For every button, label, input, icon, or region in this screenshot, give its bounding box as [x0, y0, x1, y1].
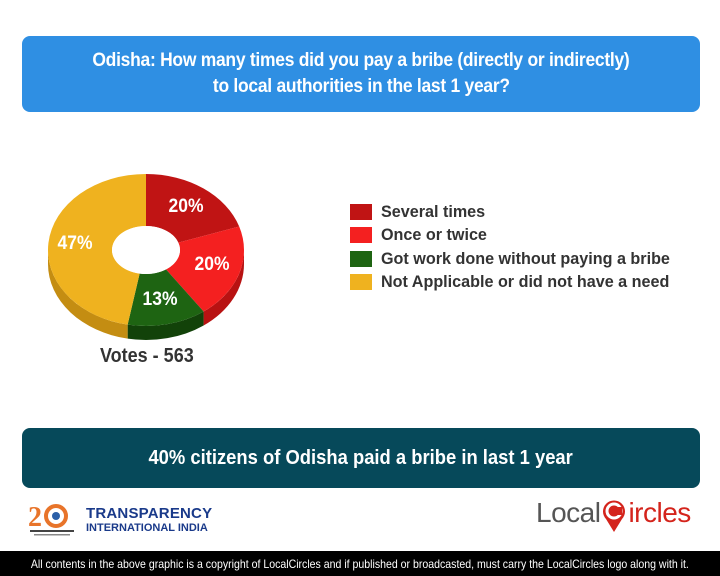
- donut-percent-label: 20%: [168, 195, 204, 217]
- question-title-banner: Odisha: How many times did you pay a bri…: [22, 36, 700, 112]
- summary-banner: 40% citizens of Odisha paid a bribe in l…: [22, 428, 700, 488]
- legend-label: Several times: [381, 201, 486, 221]
- copyright-footer: All contents in the above graphic is a c…: [0, 551, 720, 576]
- donut-chart: 20% 20% 13% 47%: [30, 168, 260, 348]
- chart-legend: Several times Once or twice Got work don…: [350, 200, 685, 294]
- legend-item-once-or-twice: Once or twice: [350, 224, 685, 248]
- ti-20-years-emblem-icon: 2: [26, 500, 78, 540]
- donut-percent-label: 47%: [57, 233, 93, 255]
- legend-label: Got work done without paying a bribe: [381, 248, 670, 268]
- legend-label: Not Applicable or did not have a need: [381, 272, 670, 292]
- legend-item-not-applicable: Not Applicable or did not have a need: [350, 271, 685, 295]
- copyright-text: All contents in the above graphic is a c…: [31, 556, 690, 571]
- legend-swatch-icon: [350, 274, 372, 291]
- legend-swatch-icon: [350, 227, 372, 244]
- legend-swatch-icon: [350, 203, 372, 220]
- donut-chart-graphic: [48, 174, 244, 340]
- ti-name-line2: INTERNATIONAL INDIA: [86, 521, 208, 534]
- ti-name-line1: TRANSPARENCY: [86, 504, 213, 522]
- transparency-international-logo: 2 TRANSPARENCY INTERNATIONAL INDIA: [26, 500, 212, 540]
- location-pin-icon: [601, 499, 627, 533]
- localcircles-logo: Local ircles: [536, 496, 691, 533]
- svg-text:2: 2: [28, 502, 42, 533]
- question-title-line2: to local authorities in the last 1 year?: [212, 76, 510, 97]
- votes-count: Votes - 563: [100, 345, 194, 367]
- legend-item-several-times: Several times: [350, 200, 685, 224]
- localcircles-circles-text: ircles: [628, 497, 691, 528]
- donut-percent-label: 13%: [142, 288, 178, 310]
- legend-swatch-icon: [350, 250, 372, 267]
- summary-text: 40% citizens of Odisha paid a bribe in l…: [148, 446, 574, 469]
- question-title-line1: Odisha: How many times did you pay a bri…: [92, 50, 630, 71]
- legend-label: Once or twice: [381, 225, 487, 245]
- legend-item-no-bribe: Got work done without paying a bribe: [350, 247, 685, 271]
- donut-percent-label: 20%: [194, 254, 230, 276]
- localcircles-local-text: Local: [536, 497, 601, 528]
